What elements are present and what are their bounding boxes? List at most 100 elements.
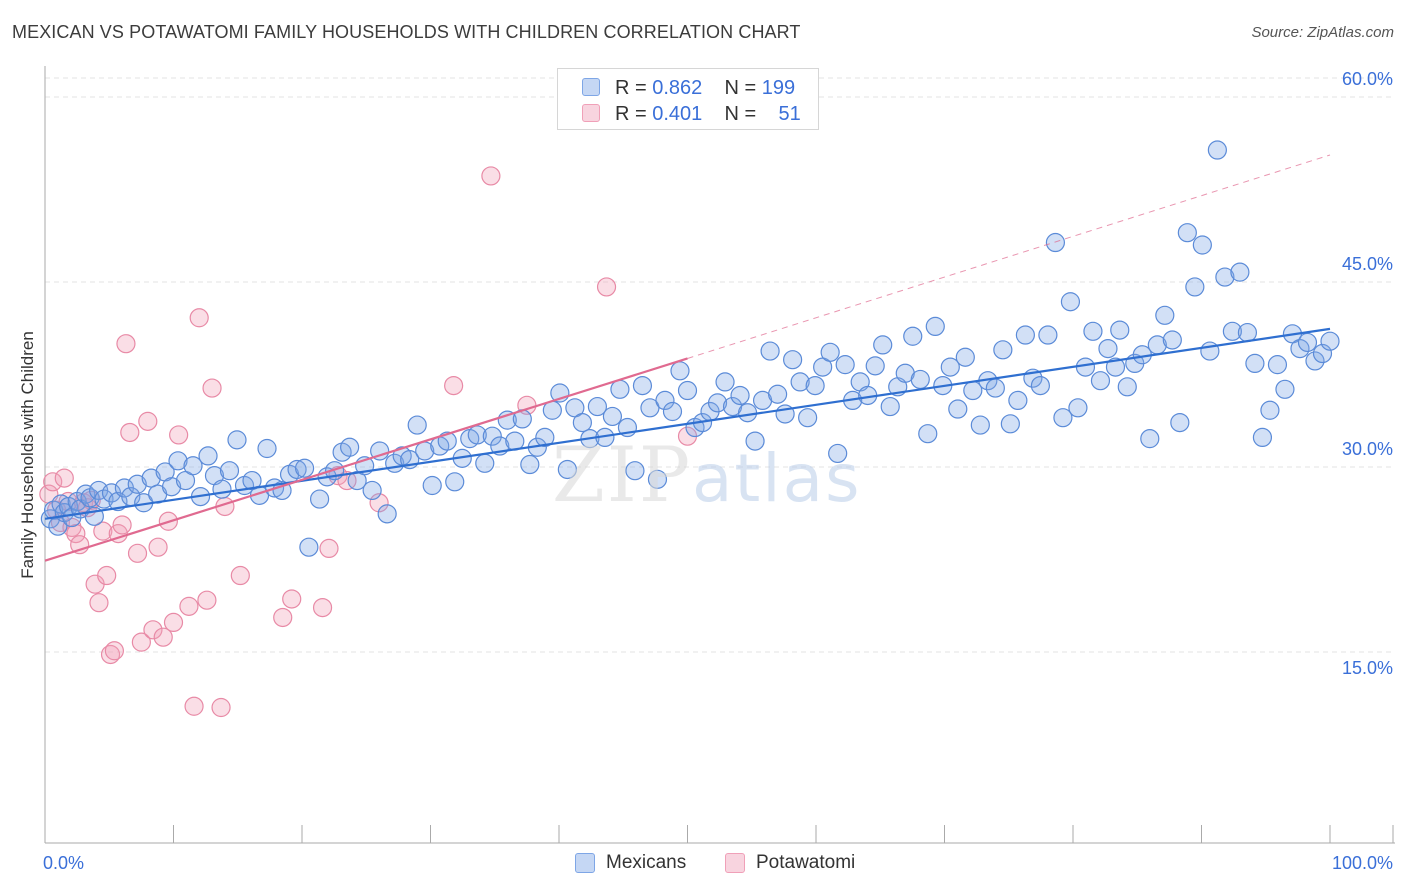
potawatomi-point [104, 641, 124, 661]
mexicans-point [940, 357, 960, 377]
mexicans-point [647, 469, 668, 489]
mexicans-point [1185, 277, 1205, 297]
mexicans-point [1252, 427, 1273, 447]
mexicans-swatch [575, 853, 595, 873]
mexicans-point [745, 431, 765, 451]
mexicans-point [1312, 343, 1333, 364]
mexicans-point [925, 316, 945, 336]
mexicans-point [805, 376, 825, 396]
potawatomi-point [197, 590, 217, 610]
mexicans-point [1162, 330, 1182, 350]
source-label: Source: ZipAtlas.com [1251, 24, 1394, 41]
n-value: 51 [778, 103, 801, 125]
mexicans-point [1237, 322, 1258, 343]
stats-legend: R = 0.862 N = 199 R = 0.401 N = 51 [557, 68, 819, 130]
mexicans-point [294, 458, 315, 478]
mexicans-point [1053, 408, 1073, 428]
mexicans-point [730, 385, 750, 406]
potawatomi-point [148, 537, 168, 557]
mexicans-point [948, 399, 968, 419]
mexicans-point [422, 475, 442, 496]
potawatomi-point [153, 627, 173, 647]
series-legend: Mexicans Potawatomi [0, 852, 1406, 876]
potawatomi-point [43, 472, 63, 492]
mexicans-point [1290, 339, 1310, 359]
mexicans-point [662, 401, 683, 422]
mexicans-point [1155, 305, 1175, 325]
potawatomi-trend-extension [687, 154, 1331, 359]
mexicans-point [865, 356, 885, 376]
mexicans-point [257, 438, 277, 459]
potawatomi-point [131, 632, 151, 652]
mexicans-point [1000, 414, 1020, 434]
mexicans-point [1192, 235, 1212, 255]
potawatomi-point [179, 596, 199, 616]
potawatomi-point [319, 538, 339, 559]
mexicans-point [1297, 332, 1318, 353]
mexicans-point [602, 406, 623, 427]
mexicans-point [1090, 371, 1111, 391]
mexicans-point [715, 372, 735, 392]
potawatomi-point [312, 597, 333, 618]
potawatomi-point [120, 422, 140, 443]
mexicans-point [1207, 140, 1227, 160]
mexicans-point [1038, 325, 1058, 345]
potawatomi-point [169, 425, 189, 445]
mexicans-point [783, 350, 803, 370]
mexicans-point [970, 415, 990, 435]
potawatomi-point [596, 277, 617, 297]
mexicans-point [1008, 390, 1028, 410]
potawatomi-point [444, 376, 464, 396]
x-tick-label: 100.0% [1332, 853, 1393, 873]
chart-title: MEXICAN VS POTAWATOMI FAMILY HOUSEHOLDS … [12, 22, 801, 42]
mexicans-point [1230, 262, 1250, 282]
mexicans-point [993, 340, 1013, 360]
watermark-atlas: atlas [691, 440, 862, 517]
potawatomi-point [163, 612, 184, 633]
mexicans-point [370, 441, 390, 461]
n-value: 199 [761, 77, 796, 99]
mexicans-point [918, 424, 938, 444]
mexicans-point [610, 379, 630, 399]
mexicans-point [272, 480, 292, 501]
y-axis-title: Family Households with Children [18, 331, 37, 579]
mexicans-point [520, 454, 540, 475]
mexicans-point [1015, 325, 1035, 345]
potawatomi-point [202, 378, 222, 398]
mexicans-point [362, 480, 382, 501]
mexicans-point [183, 456, 203, 476]
mexicans-point [535, 427, 555, 447]
mexicans-swatch [582, 78, 600, 96]
potawatomi-point [211, 697, 231, 718]
potawatomi-trend-line [44, 357, 688, 562]
mexicans-point [707, 393, 728, 413]
mexicans-point [198, 446, 218, 466]
mexicans-point [828, 443, 848, 464]
axes [44, 66, 1395, 844]
y-tick-label: 30.0% [1342, 439, 1393, 459]
mexicans-point [1098, 339, 1118, 359]
mexicans-point [1305, 351, 1325, 371]
mexicans-point [820, 342, 840, 362]
mexicans-point [377, 504, 397, 524]
potawatomi-point [369, 493, 389, 513]
mexicans-point [737, 403, 758, 423]
mexicans-point [227, 430, 247, 450]
mexicans-point [1275, 379, 1295, 399]
mexicans-point [985, 378, 1005, 398]
y-tick-label: 15.0% [1342, 658, 1393, 678]
mexicans-point [1170, 413, 1190, 433]
mexicans-point [1245, 353, 1265, 373]
mexicans-point [212, 479, 232, 499]
potawatomi-point [97, 565, 117, 586]
mexicans-point [1260, 400, 1280, 420]
potawatomi-point [112, 515, 132, 535]
mexicans-point [557, 459, 577, 480]
mexicans-point [632, 376, 653, 396]
mexicans-point [880, 396, 900, 417]
legend-label: Potawatomi [756, 852, 856, 873]
mexicans-point [407, 415, 427, 435]
mexicans-point [219, 461, 240, 481]
mexicans-point [677, 380, 698, 401]
mexicans-trend-line [44, 327, 1331, 520]
